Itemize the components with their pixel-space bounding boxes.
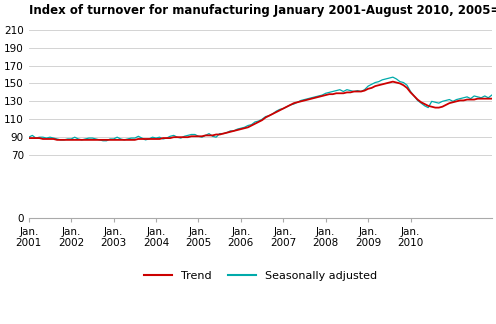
Text: Index of turnover for manufacturing January 2001-August 2010, 2005=100: Index of turnover for manufacturing Janu… [29, 4, 496, 17]
Legend: Trend, Seasonally adjusted: Trend, Seasonally adjusted [139, 266, 381, 285]
